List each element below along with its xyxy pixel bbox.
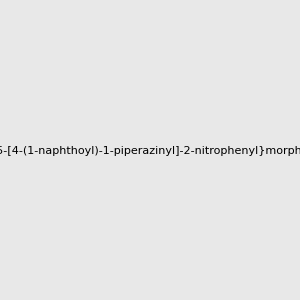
Text: 4-{5-[4-(1-naphthoyl)-1-piperazinyl]-2-nitrophenyl}morpholine: 4-{5-[4-(1-naphthoyl)-1-piperazinyl]-2-n… [0,146,300,157]
